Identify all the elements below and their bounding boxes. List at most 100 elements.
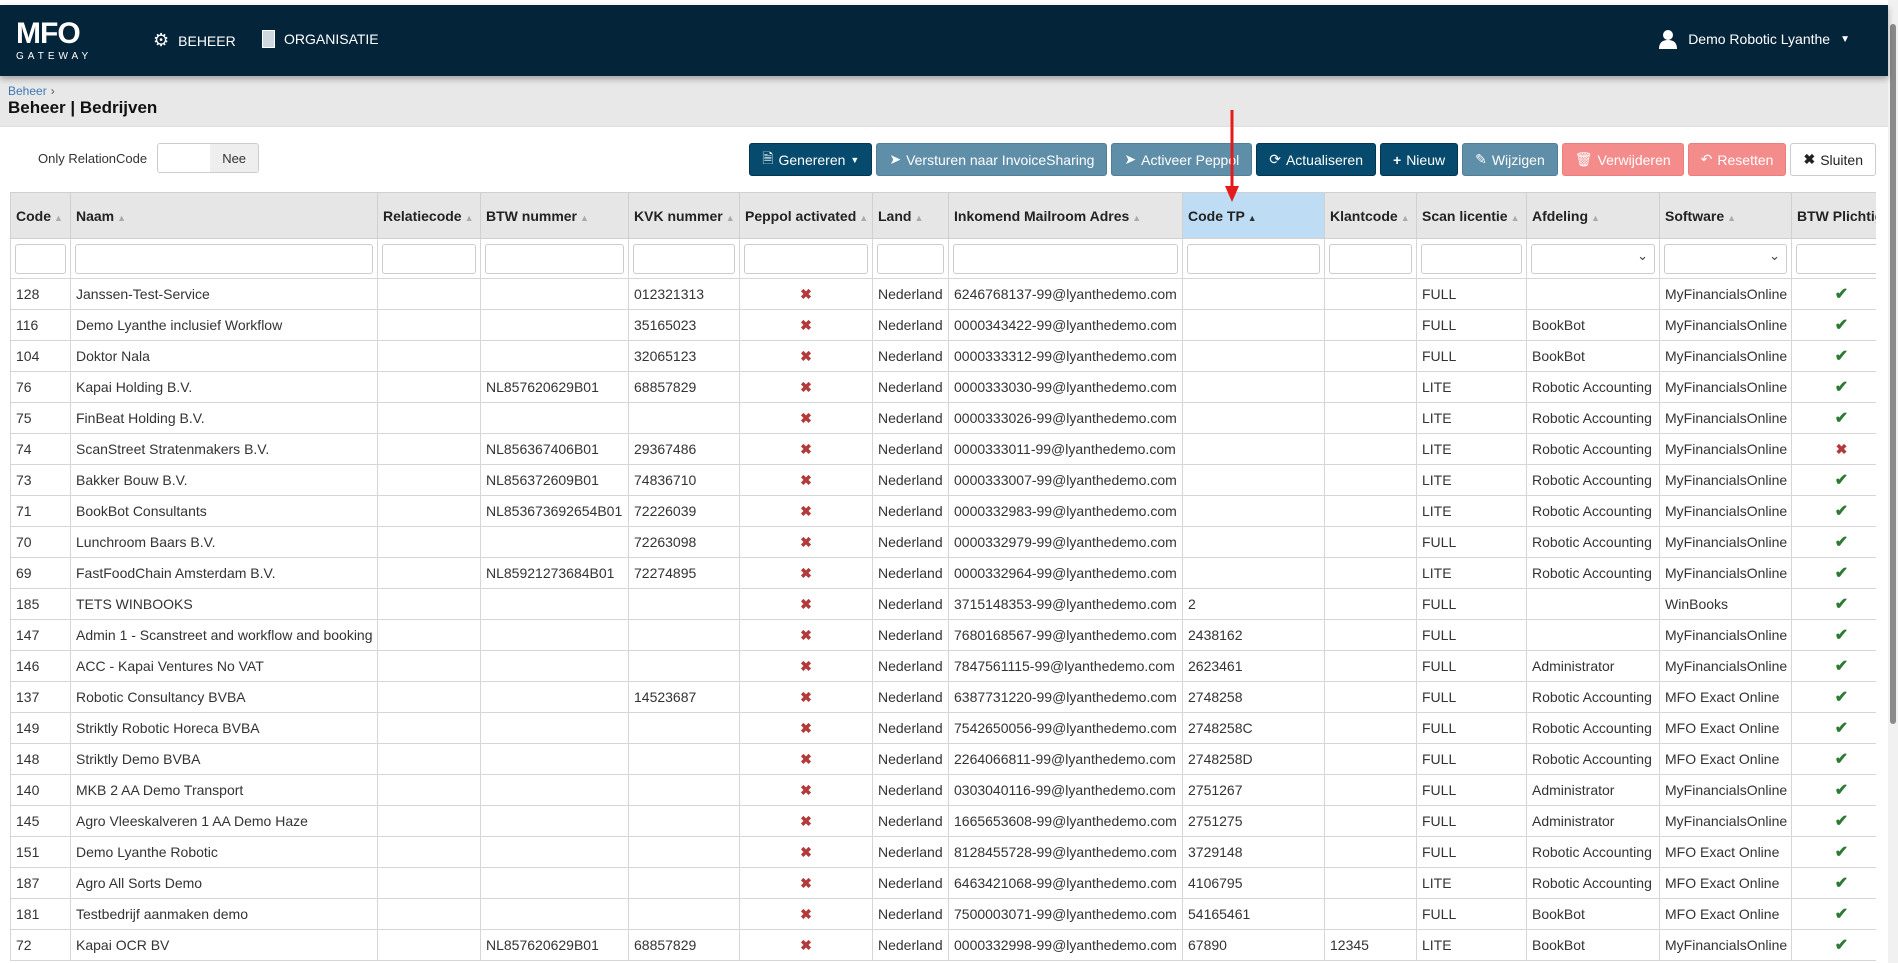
check-icon: ✔: [1834, 751, 1849, 768]
column-header-btw-plichtig[interactable]: BTW Plichtig▲: [1791, 192, 1876, 239]
reset-button[interactable]: ↶ Resetten: [1687, 143, 1787, 176]
cell-btw-nummer: [480, 805, 629, 837]
filter-software-select[interactable]: [1664, 243, 1787, 274]
sort-icon[interactable]: ▲: [859, 212, 869, 223]
table-row[interactable]: 74 ScanStreet Stratenmakers B.V. NL8563674…: [10, 433, 1876, 465]
sort-icon[interactable]: ▲: [580, 212, 589, 223]
sort-icon[interactable]: ▲: [1727, 212, 1737, 223]
column-header-land[interactable]: Land ▲: [872, 192, 949, 239]
close-button[interactable]: ✖ Sluiten: [1790, 143, 1876, 176]
table-row[interactable]: 185 TETS WINBOOKS ✖ Nederland 3715148353-99@…: [10, 588, 1876, 620]
activate-peppol-button[interactable]: ➤ Activeer Peppol: [1111, 143, 1253, 176]
cell-scan-licentie: FULL: [1416, 650, 1527, 682]
cell-code-tp: [1182, 309, 1325, 341]
column-header-btw-nummer[interactable]: BTW nummer ▲: [480, 192, 629, 239]
logo[interactable]: MFO GATEWAY: [16, 19, 100, 63]
filter-code-tp-input[interactable]: [1187, 243, 1320, 274]
nav-beheer[interactable]: ⚙ BEHEER: [153, 30, 236, 51]
sort-icon[interactable]: ▲: [1510, 212, 1520, 223]
table-row[interactable]: 187 Agro All Sorts Demo ✖ Nederland 64634210…: [10, 867, 1876, 899]
cell-naam: Janssen-Test-Service: [70, 278, 378, 310]
sort-icon[interactable]: ▲: [1247, 212, 1257, 223]
table-row[interactable]: 116 Demo Lyanthe inclusief Workflow 351650…: [10, 309, 1876, 341]
breadcrumb-beheer[interactable]: Beheer: [8, 84, 47, 98]
cross-icon: ✖: [1835, 440, 1848, 457]
column-header-naam[interactable]: Naam ▲: [70, 192, 378, 239]
check-icon: ✔: [1834, 906, 1849, 923]
filter-inkomend-mailroom-adres-input[interactable]: [953, 243, 1178, 274]
filter-btw-nummer-input[interactable]: [485, 243, 624, 274]
table-row[interactable]: 104 Doktor Nala 32065123 ✖ Nederland 00003333…: [10, 340, 1876, 372]
column-header-afdeling[interactable]: Afdeling ▲: [1526, 192, 1660, 239]
sort-icon[interactable]: ▲: [1132, 212, 1142, 223]
table-row[interactable]: 151 Demo Lyanthe Robotic ✖ Nederland 8128455…: [10, 836, 1876, 868]
column-header-relatiecode[interactable]: Relatiecode ▲: [377, 192, 481, 239]
refresh-button[interactable]: ⟳ Actualiseren: [1256, 143, 1376, 176]
sort-icon[interactable]: ▲: [1591, 212, 1600, 223]
column-header-klantcode[interactable]: Klantcode ▲: [1324, 192, 1417, 239]
cell-software: MyFinancialsOnline: [1659, 433, 1792, 465]
only-relationcode-toggle[interactable]: Nee: [157, 143, 260, 173]
page-title: Beheer | Bedrijven: [8, 98, 158, 117]
table-row[interactable]: 76 Kapai Holding B.V. NL857620629B01 688578…: [10, 371, 1876, 403]
table-row[interactable]: 149 Striktly Robotic Horeca BVBA ✖ Nederlan…: [10, 712, 1876, 744]
cell-land: Nederland: [872, 712, 949, 744]
cell-btw-plichtig: ✔: [1791, 650, 1876, 682]
filter-afdeling-select[interactable]: [1531, 243, 1655, 274]
sort-icon[interactable]: ▲: [54, 212, 63, 223]
filter-peppol-activated-input[interactable]: [744, 243, 868, 274]
toggle-value: Nee: [210, 144, 259, 172]
filter-kvk-nummer-input[interactable]: [633, 243, 735, 274]
table-row[interactable]: 128 Janssen-Test-Service 012321313 ✖ Nederla…: [10, 278, 1876, 310]
table-row[interactable]: 147 Admin 1 - Scanstreet and workflow and…: [10, 619, 1876, 651]
check-icon: ✔: [1834, 813, 1849, 830]
table-row[interactable]: 140 MKB 2 AA Demo Transport ✖ Nederland 0303…: [10, 774, 1876, 806]
column-header-code[interactable]: Code ▲: [10, 192, 71, 239]
table-row[interactable]: 181 Testbedrijf aanmaken demo ✖ Nederland 75…: [10, 898, 1876, 930]
cell-code-tp: [1182, 278, 1325, 310]
cell-scan-licentie: LITE: [1416, 402, 1527, 434]
filter-klantcode-input[interactable]: [1329, 243, 1412, 274]
sort-icon[interactable]: ▲: [117, 212, 127, 223]
column-header-peppol-activated[interactable]: Peppol activated ▲: [739, 192, 873, 239]
user-menu[interactable]: Demo Robotic Lyanthe ▼: [1658, 29, 1850, 49]
filter-btw-plichtig-input[interactable]: [1796, 243, 1876, 274]
filter-code-input[interactable]: [15, 243, 66, 274]
table-row[interactable]: 146 ACC - Kapai Ventures No VAT ✖ Nederland…: [10, 650, 1876, 682]
column-header-scan-licentie[interactable]: Scan licentie ▲: [1416, 192, 1527, 239]
table-row[interactable]: 145 Agro Vleeskalveren 1 AA Demo Haze ✖ Ned…: [10, 805, 1876, 837]
table-row[interactable]: 69 FastFoodChain Amsterdam B.V. NL85921273…: [10, 557, 1876, 589]
filter-naam-input[interactable]: [75, 243, 373, 274]
send-invoicesharing-button[interactable]: ➤ Versturen naar InvoiceSharing: [876, 143, 1108, 176]
cell-software: MyFinancialsOnline: [1659, 340, 1792, 372]
column-header-software[interactable]: Software ▲: [1659, 192, 1792, 239]
generate-button[interactable]: 🗎 Genereren ▼: [749, 143, 873, 176]
table-row[interactable]: 75 FinBeat Holding B.V. ✖ Nederland 00003330…: [10, 402, 1876, 434]
new-button[interactable]: + Nieuw: [1380, 143, 1459, 176]
filter-land-input[interactable]: [877, 243, 944, 274]
table-row[interactable]: 72 Kapai OCR BV NL857620629B01 68857829 ✖ Ned…: [10, 929, 1876, 961]
sort-icon[interactable]: ▲: [464, 212, 474, 223]
nav-organisatie[interactable]: ORGANISATIE: [262, 30, 379, 48]
column-header-kvk-nummer[interactable]: KVK nummer ▲: [628, 192, 740, 239]
delete-button[interactable]: 🗑 Verwijderen: [1561, 143, 1684, 176]
sort-icon[interactable]: ▲: [1400, 212, 1410, 223]
table-row[interactable]: 70 Lunchroom Baars B.V. 72263098 ✖ Nederland…: [10, 526, 1876, 558]
filter-scan-licentie-input[interactable]: [1421, 243, 1522, 274]
table-row[interactable]: 73 Bakker Bouw B.V. NL856372609B01 74836710…: [10, 464, 1876, 496]
cell-scan-licentie: LITE: [1416, 495, 1527, 527]
cell-peppol-activated: ✖: [739, 898, 873, 930]
table-row[interactable]: 148 Striktly Demo BVBA ✖ Nederland 226406681…: [10, 743, 1876, 775]
cell-land: Nederland: [872, 526, 949, 558]
page-scrollbar[interactable]: [1888, 0, 1898, 963]
sort-icon[interactable]: ▲: [914, 212, 924, 223]
scrollbar-thumb[interactable]: [1890, 24, 1896, 724]
sort-icon[interactable]: ▲: [725, 212, 735, 223]
cell-code-tp: 2751275: [1182, 805, 1325, 837]
column-header-code-tp[interactable]: Code TP ▲: [1182, 192, 1325, 239]
table-row[interactable]: 137 Robotic Consultancy BVBA 14523687 ✖ Nede…: [10, 681, 1876, 713]
filter-relatiecode-input[interactable]: [382, 243, 476, 274]
table-row[interactable]: 71 BookBot Consultants NL853673692654B01 72…: [10, 495, 1876, 527]
edit-button[interactable]: ✎ Wijzigen: [1462, 143, 1558, 176]
column-header-inkomend-mailroom-adres[interactable]: Inkomend Mailroom Adres ▲: [948, 192, 1183, 239]
